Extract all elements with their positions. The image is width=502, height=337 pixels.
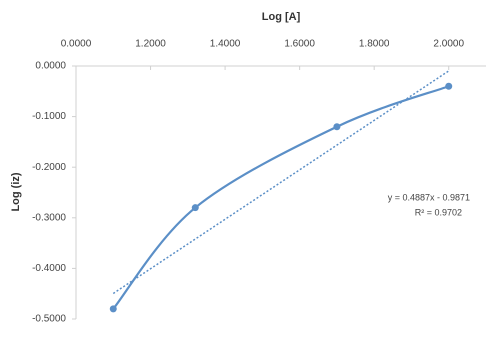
y-tick-label: -0.2000	[32, 162, 66, 173]
x-axis-title: Log [A]	[262, 11, 301, 23]
point	[109, 305, 117, 313]
series-line	[112, 85, 450, 310]
point	[445, 82, 453, 90]
y-tick-label: -0.4000	[32, 263, 66, 274]
point	[333, 123, 341, 131]
y-tick-label: -0.3000	[32, 212, 66, 223]
trend-r2: R² = 0.9702	[415, 207, 462, 217]
x-tick-label: 1.6000	[284, 39, 315, 50]
x-tick-label: 1.4000	[210, 39, 241, 50]
x-tick-label: 2.0000	[433, 39, 464, 50]
y-tick-label: 0.0000	[35, 61, 66, 72]
x-tick-label: 1.2000	[135, 39, 166, 50]
y-tick-label: -0.1000	[32, 111, 66, 122]
y-axis-title: Log (iz)	[10, 172, 22, 211]
trend-equation: y = 0.4887x - 0.9871	[388, 192, 470, 202]
trendline	[112, 70, 450, 295]
point	[191, 204, 199, 212]
x-tick-label: 1.8000	[359, 39, 390, 50]
y-tick-label: -0.5000	[32, 314, 66, 325]
x-tick-label: 0.0000	[61, 39, 92, 50]
